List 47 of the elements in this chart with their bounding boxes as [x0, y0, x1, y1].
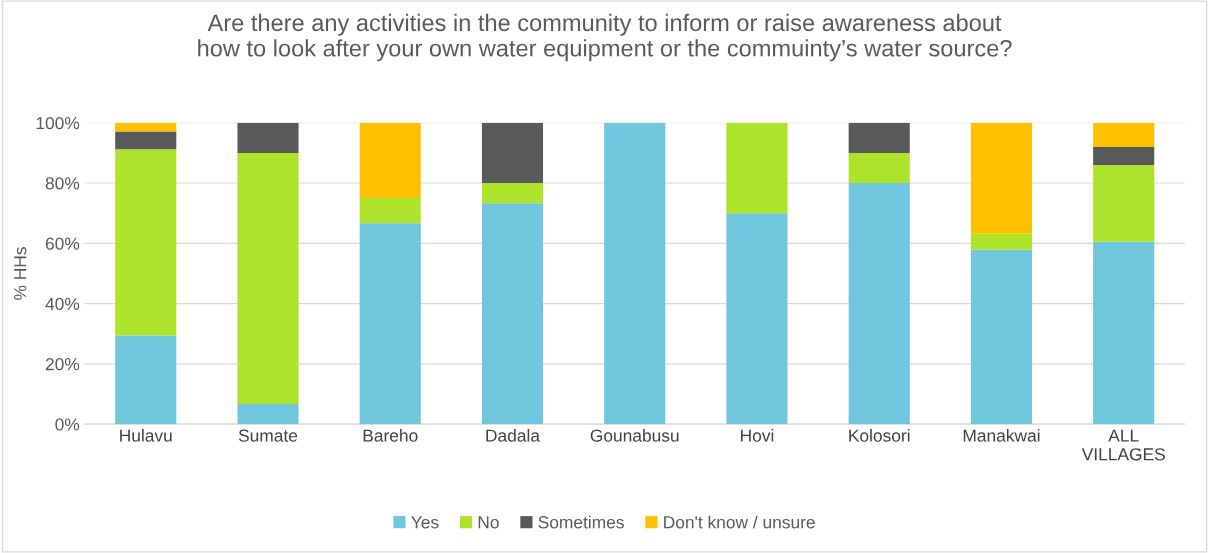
- y-axis-title: % HHs: [14, 247, 27, 300]
- bar: [115, 122, 177, 132]
- bar: [237, 403, 299, 425]
- bar: [970, 249, 1033, 425]
- bar: [1093, 146, 1155, 165]
- bar: [848, 122, 910, 153]
- x-tick-label: Bareho: [363, 429, 418, 442]
- legend-label: Sometimes: [538, 515, 624, 529]
- x-tick-label: Hovi: [741, 429, 774, 442]
- x-tick-label: Sumate: [238, 429, 298, 442]
- bar: [237, 152, 299, 404]
- bar: [237, 122, 299, 153]
- bar: [481, 183, 544, 204]
- y-tick-label: 80%: [45, 177, 80, 190]
- x-tick-label: Dadala: [486, 429, 540, 442]
- legend-label: No: [478, 516, 499, 529]
- y-tick-label: 0%: [55, 418, 80, 431]
- bar: [359, 223, 421, 425]
- bar: [848, 183, 910, 425]
- legend-label: Don't know / unsure: [664, 515, 815, 529]
- chart-title: Are there any activities in the community to inform or raise awareness about how to look after your own water equipment or the commuinty’s water source?: [198, 13, 1012, 62]
- bar: [726, 122, 788, 214]
- bar: [115, 131, 177, 150]
- y-tick-label: 100%: [36, 116, 80, 130]
- bar: [481, 203, 544, 425]
- bar: [1093, 122, 1155, 147]
- bar: [1093, 164, 1155, 242]
- x-tick-label: Kolosori: [849, 429, 910, 442]
- bar: [115, 335, 177, 425]
- bar: [970, 122, 1033, 234]
- y-tick-label: 20%: [45, 358, 80, 371]
- x-tick-label: Manakwai: [963, 429, 1040, 442]
- bar: [359, 122, 421, 199]
- y-tick-label: 40%: [45, 297, 80, 311]
- y-tick-label: 60%: [45, 237, 80, 250]
- x-tick-label: ALL VILLAGES: [1081, 429, 1165, 461]
- bar: [115, 149, 177, 336]
- bar: [848, 152, 910, 184]
- bar: [726, 213, 788, 425]
- x-tick-label: Hulavu: [120, 429, 172, 442]
- bar: [359, 198, 421, 224]
- x-tick-label: Gounabusu: [590, 429, 679, 442]
- bar: [970, 233, 1033, 250]
- legend-label: Yes: [411, 516, 439, 529]
- bar: [1093, 241, 1155, 425]
- bar: [604, 122, 666, 425]
- bar: [481, 122, 544, 184]
